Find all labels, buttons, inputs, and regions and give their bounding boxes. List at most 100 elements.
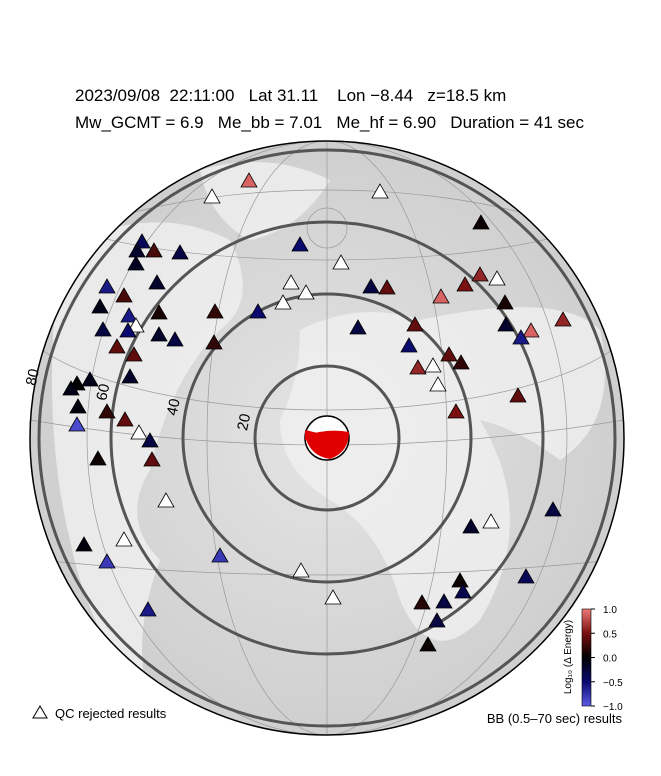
station xyxy=(497,316,515,332)
distance-ring xyxy=(181,292,473,584)
station xyxy=(349,319,367,335)
station xyxy=(291,236,309,252)
station xyxy=(121,368,139,384)
colorbar-label: Log₁₀ (Δ Energy) xyxy=(563,620,574,694)
distance-ring xyxy=(37,148,617,728)
ring-label: 60 xyxy=(93,382,113,402)
station xyxy=(89,450,107,466)
station xyxy=(203,188,221,204)
station xyxy=(406,316,424,332)
station xyxy=(419,636,437,652)
station xyxy=(98,278,116,294)
station xyxy=(544,501,562,517)
station xyxy=(94,321,112,337)
station xyxy=(75,536,93,552)
station xyxy=(91,298,109,314)
station xyxy=(297,284,315,300)
station xyxy=(488,270,506,286)
station xyxy=(145,242,163,258)
colorbar-tick-label: 0.0 xyxy=(603,654,617,665)
station xyxy=(482,513,500,529)
station xyxy=(139,601,157,617)
station xyxy=(471,266,489,282)
station xyxy=(424,357,442,373)
station xyxy=(332,254,350,270)
station xyxy=(512,329,530,345)
colorbar-tick-label: −0.5 xyxy=(603,678,623,689)
station xyxy=(240,172,258,188)
station xyxy=(116,411,134,427)
station xyxy=(171,244,189,260)
station xyxy=(292,562,310,578)
station xyxy=(125,346,143,362)
colorbar-tick-label: −1.0 xyxy=(603,702,623,713)
qc-legend-symbol xyxy=(32,705,48,719)
station xyxy=(428,612,446,628)
distance-ring xyxy=(253,364,401,512)
station xyxy=(324,589,342,605)
station xyxy=(472,214,490,230)
globe: 20 40 60 80 xyxy=(23,140,625,736)
station xyxy=(148,274,166,290)
station xyxy=(362,278,380,294)
station xyxy=(456,276,474,292)
station xyxy=(554,311,572,327)
header-line1: 2023/09/08 22:11:00 Lat 31.11 Lon −8.44 … xyxy=(75,86,506,105)
station xyxy=(429,376,447,392)
station xyxy=(141,432,159,448)
station xyxy=(409,359,427,375)
station xyxy=(400,337,418,353)
station xyxy=(462,518,480,534)
station xyxy=(452,354,470,370)
station xyxy=(150,326,168,342)
station xyxy=(413,594,431,610)
station xyxy=(205,334,223,350)
station xyxy=(440,346,458,362)
station xyxy=(447,403,465,419)
station xyxy=(69,398,87,414)
bb-legend-text: BB (0.5–70 sec) results xyxy=(487,711,623,726)
station xyxy=(150,304,168,320)
station xyxy=(496,294,514,310)
station xyxy=(119,322,137,338)
station xyxy=(62,380,80,396)
station xyxy=(120,307,138,323)
station xyxy=(432,288,450,304)
colorbar-tick-label: 1.0 xyxy=(603,605,617,616)
ring-label: 20 xyxy=(234,412,254,432)
station xyxy=(68,416,86,432)
station xyxy=(166,331,184,347)
station xyxy=(143,451,161,467)
station xyxy=(127,317,145,333)
station xyxy=(127,255,145,271)
station xyxy=(157,492,175,508)
station xyxy=(130,424,148,440)
globe-outline xyxy=(29,140,625,736)
station xyxy=(98,403,116,419)
station xyxy=(378,279,396,295)
colorbar-tick-label: 0.5 xyxy=(603,629,617,640)
station xyxy=(108,338,126,354)
station xyxy=(435,593,453,609)
station xyxy=(211,547,229,563)
beachball xyxy=(304,415,350,461)
station xyxy=(517,568,535,584)
station xyxy=(451,572,469,588)
qc-legend-text: QC rejected results xyxy=(55,706,167,721)
station xyxy=(522,322,540,338)
station xyxy=(115,531,133,547)
station xyxy=(206,303,224,319)
station xyxy=(509,387,527,403)
station xyxy=(371,183,389,199)
station xyxy=(115,287,133,303)
station xyxy=(274,294,292,310)
station xyxy=(249,303,267,319)
colorbar xyxy=(581,608,592,707)
station xyxy=(454,583,472,599)
station xyxy=(98,553,116,569)
ring-label: 40 xyxy=(164,397,184,417)
station xyxy=(282,274,300,290)
ring-label: 80 xyxy=(23,367,43,387)
